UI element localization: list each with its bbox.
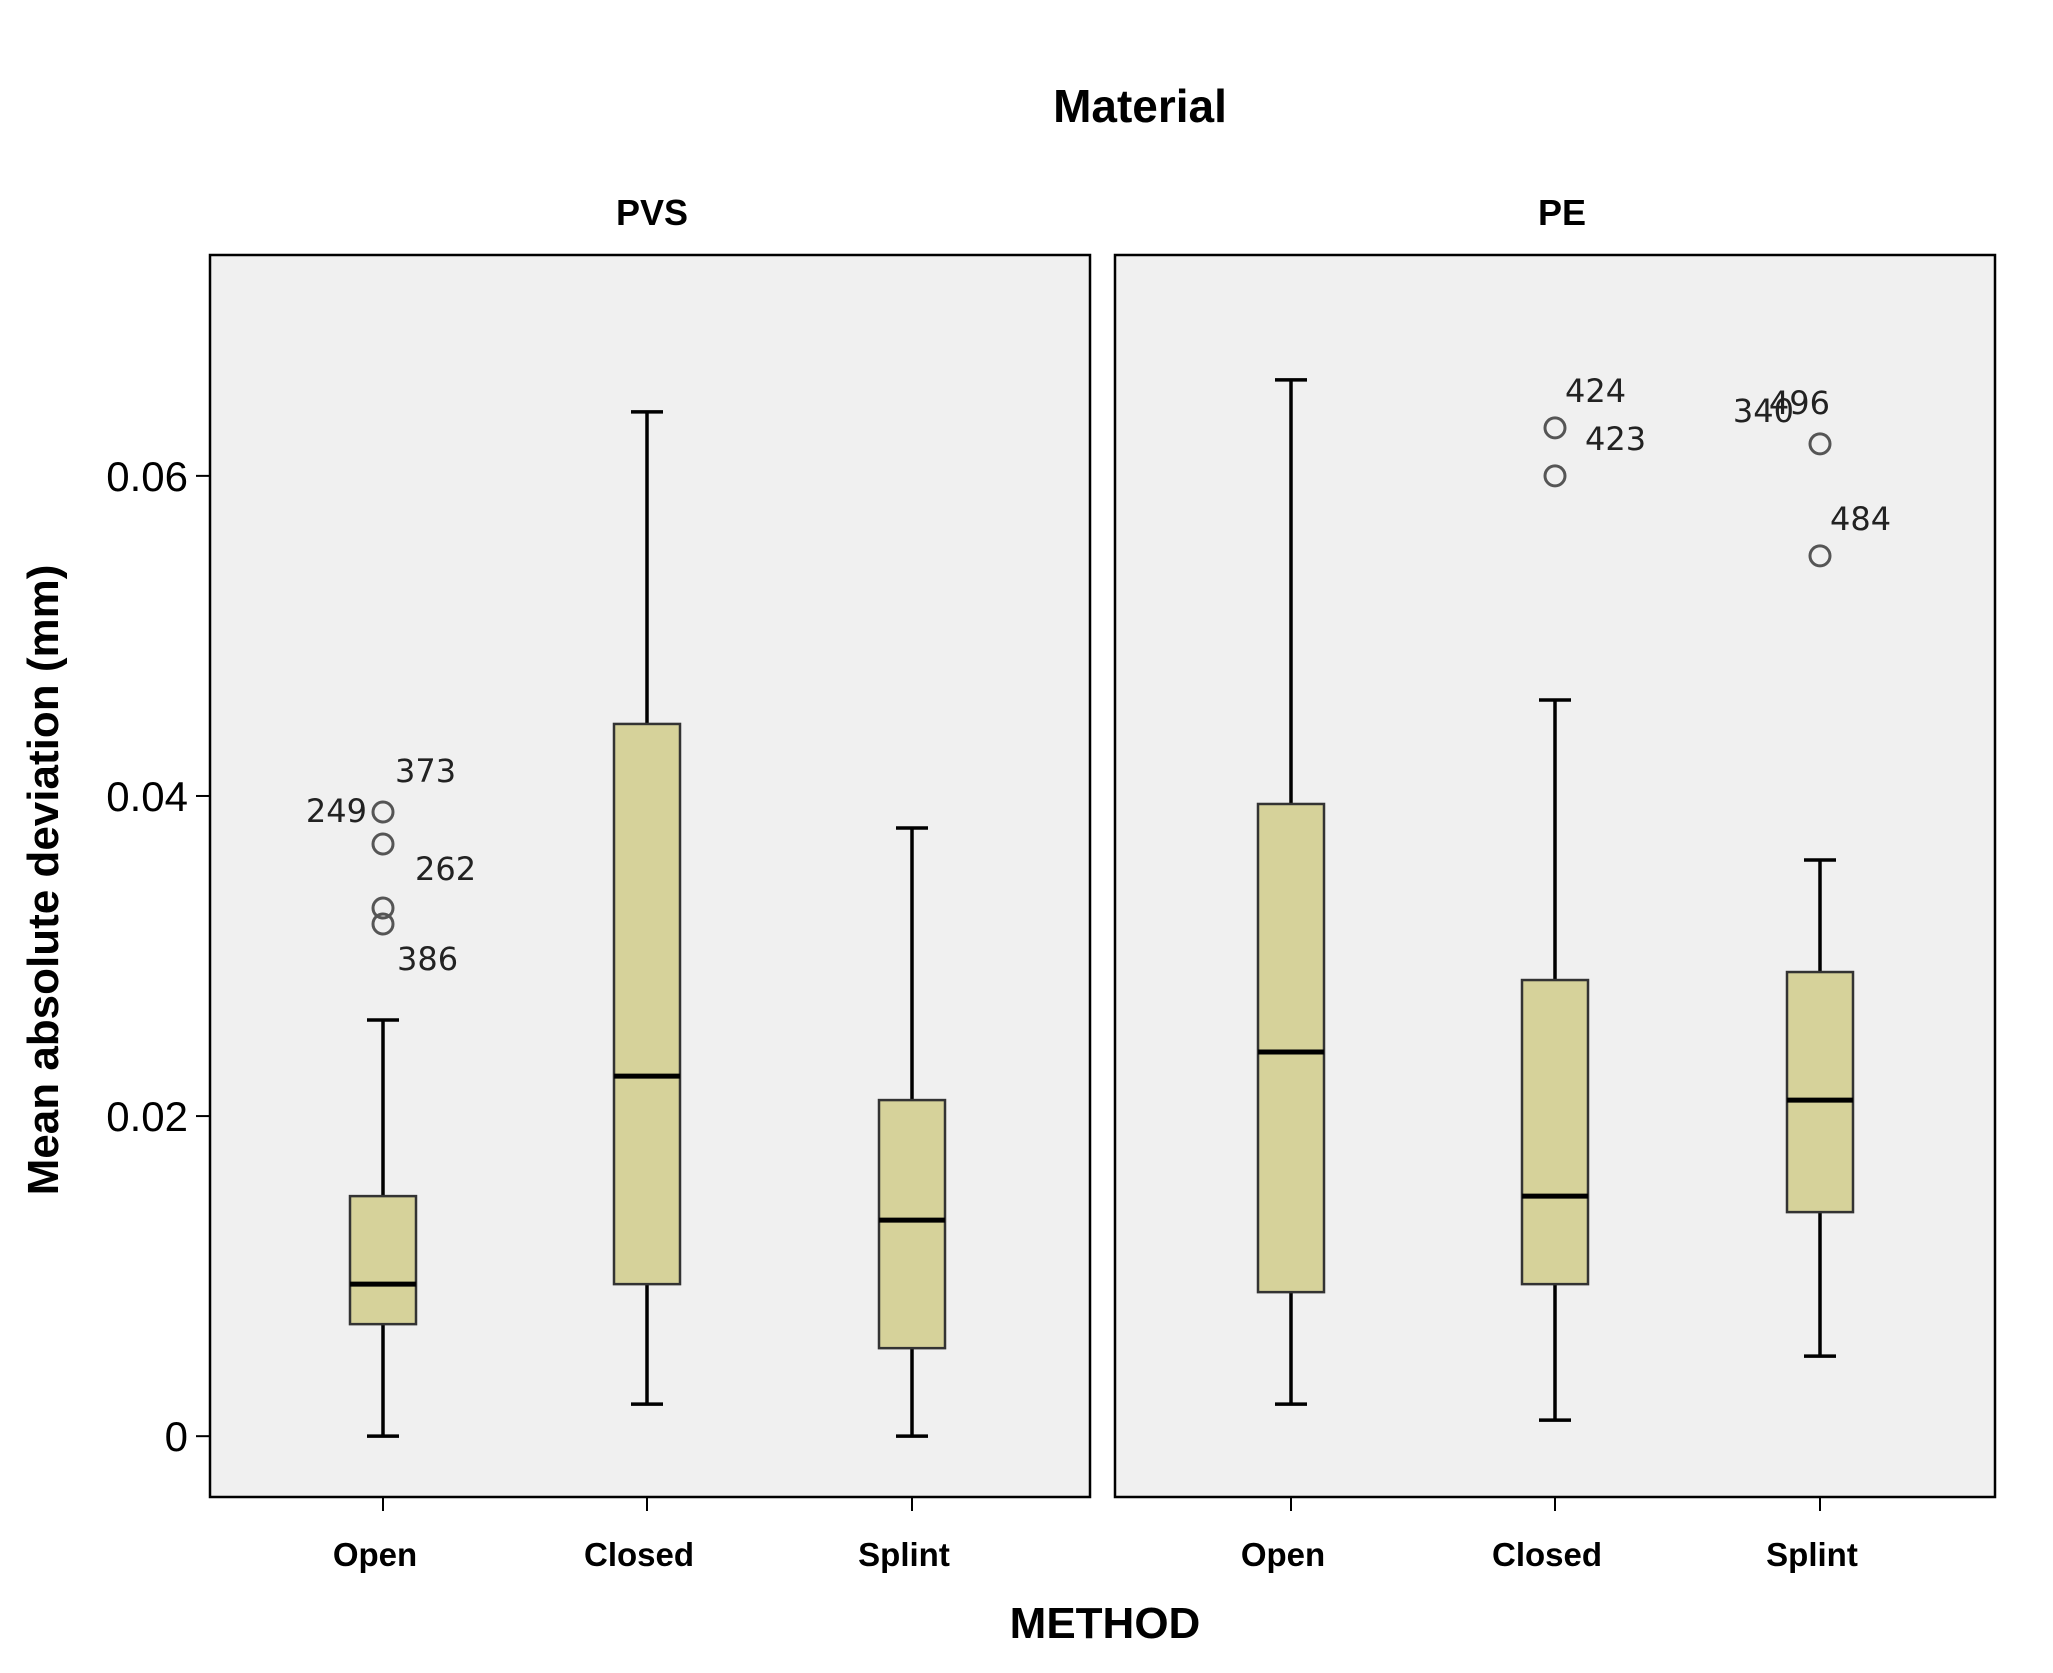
outlier-point-pe-splint (1808, 544, 1832, 568)
outlier-point-pvs-open (371, 832, 395, 856)
x-tick-label-pe-open: Open (1241, 1536, 1325, 1573)
plot-area: 0 0.02 0.04 0.06 PVS Open 373 249 262 386 Closed Sp… (106, 192, 1997, 1573)
outlier-point-pvs-open (371, 896, 395, 920)
y-tick-label: 0 (165, 1413, 188, 1460)
outlier-label-496: 496 (1769, 384, 1830, 422)
outlier-point-pvs-open (371, 912, 395, 936)
outlier-point-pvs-open (371, 800, 395, 824)
outlier-label-423: 423 (1585, 420, 1646, 458)
outlier-label-373: 373 (395, 752, 456, 790)
box-pe-splint (1785, 970, 1855, 1214)
box-pvs-closed (612, 722, 682, 1286)
x-tick-label-pvs-splint: Splint (858, 1536, 950, 1573)
chart-title: Material (1053, 80, 1227, 132)
x-tick-label-pvs-open: Open (333, 1536, 417, 1573)
outlier-label-249: 249 (306, 792, 367, 830)
outlier-point-pe-closed (1543, 416, 1567, 440)
x-tick-label-pe-closed: Closed (1492, 1536, 1602, 1573)
x-tick-label-pvs-closed: Closed (584, 1536, 694, 1573)
outlier-label-340: 340 (1733, 392, 1794, 430)
y-tick-label: 0.02 (106, 1093, 188, 1140)
panel-title-pvs: PVS (616, 192, 688, 233)
box-pe-closed (1520, 978, 1590, 1286)
y-tick-label: 0.06 (106, 453, 188, 500)
outlier-label-484: 484 (1830, 500, 1891, 538)
x-axis-title: METHOD (1010, 1599, 1201, 1648)
panel-title-pe: PE (1538, 192, 1586, 233)
x-tick-label-pe-splint: Splint (1766, 1536, 1858, 1573)
box-pvs-splint (877, 1098, 947, 1350)
outlier-label-424: 424 (1565, 372, 1626, 410)
outlier-point-pe-closed (1543, 464, 1567, 488)
outlier-label-386: 386 (397, 940, 458, 978)
outlier-point-pe-splint (1808, 432, 1832, 456)
box-pe-open (1256, 802, 1326, 1294)
y-axis-title: Mean absolute deviation (mm) (19, 565, 68, 1196)
y-tick-label: 0.04 (106, 773, 188, 820)
outlier-label-262: 262 (415, 850, 476, 888)
box-pvs-open (348, 1194, 418, 1326)
